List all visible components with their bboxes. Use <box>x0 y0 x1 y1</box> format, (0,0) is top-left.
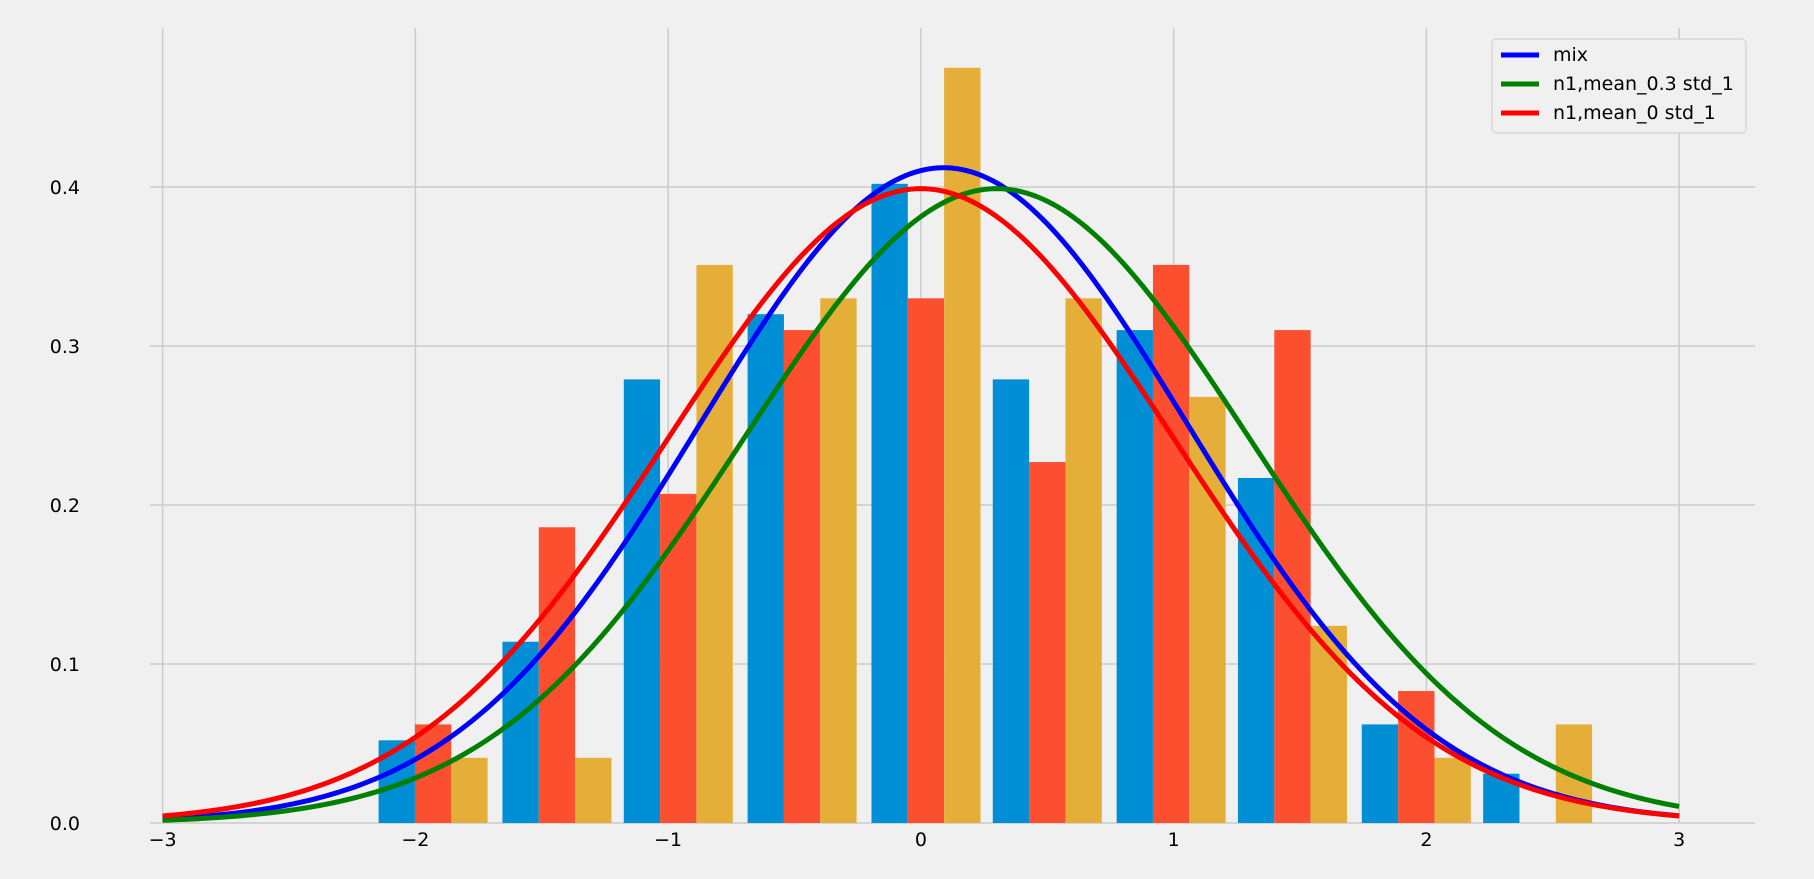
histogram-bar <box>907 298 945 823</box>
histogram-bar <box>451 757 488 823</box>
histogram-bar <box>944 67 981 823</box>
histogram-bar <box>871 183 908 823</box>
histogram-bar <box>1029 462 1066 823</box>
histogram-bar <box>820 298 857 823</box>
histogram-bar <box>1434 757 1471 823</box>
histogram-bar <box>747 314 784 823</box>
x-tick-label: 3 <box>1673 829 1685 851</box>
x-tick-label: −3 <box>149 829 177 851</box>
x-tick-label: 2 <box>1420 829 1432 851</box>
x-tick-label: −1 <box>654 829 682 851</box>
bars <box>378 67 1593 823</box>
histogram-bar <box>1361 724 1399 823</box>
y-tick-label: 0.1 <box>50 654 80 676</box>
legend: mix n1,mean_0.3 std_1 n1,mean_0 std_1 <box>1491 38 1747 134</box>
legend-box <box>1491 38 1747 134</box>
density-line <box>162 186 1680 823</box>
x-tick-label: 0 <box>915 829 927 851</box>
y-axis-ticks: 0.0 0.1 0.2 0.3 0.4 <box>50 177 80 835</box>
y-tick-label: 0.4 <box>50 177 80 199</box>
histogram-bar <box>1274 330 1311 823</box>
density-lines <box>162 165 1680 823</box>
x-tick-label: −2 <box>401 829 429 851</box>
x-tick-label: 1 <box>1168 829 1180 851</box>
histogram-bar <box>1310 625 1347 823</box>
density-line <box>162 186 1680 819</box>
legend-label: n1,mean_0 std_1 <box>1553 102 1716 124</box>
histogram-bar <box>575 757 612 823</box>
histogram-bar <box>1152 264 1190 823</box>
histogram-bar <box>992 379 1030 823</box>
histogram-bar <box>1116 330 1153 823</box>
histogram-bar <box>1065 298 1102 823</box>
density-line <box>162 165 1680 822</box>
histogram-bar <box>660 493 697 823</box>
x-axis-ticks: −3 −2 −1 0 1 2 3 <box>149 829 1686 851</box>
legend-label: n1,mean_0.3 std_1 <box>1553 73 1734 95</box>
histogram-bar <box>783 330 821 823</box>
histogram-bar <box>696 264 733 823</box>
y-tick-label: 0.2 <box>50 495 80 517</box>
histogram-bar <box>502 641 539 823</box>
y-tick-label: 0.3 <box>50 336 80 358</box>
legend-label: mix <box>1553 44 1588 66</box>
histogram-bar <box>538 527 576 823</box>
y-tick-label: 0.0 <box>50 813 80 835</box>
